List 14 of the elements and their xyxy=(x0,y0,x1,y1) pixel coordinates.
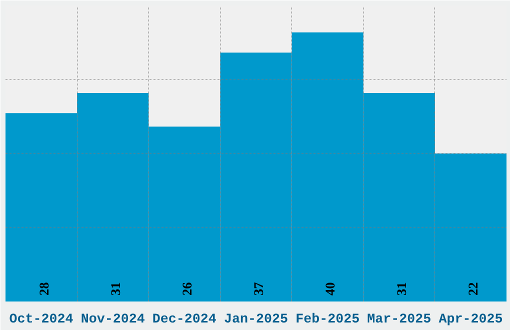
data-label: 22 xyxy=(466,282,481,296)
x-tick-label: Nov-2024 xyxy=(80,312,145,328)
data-label: 40 xyxy=(322,282,338,296)
data-label: 31 xyxy=(394,282,410,296)
data-label: 28 xyxy=(36,282,52,296)
x-tick-label: Feb-2025 xyxy=(296,312,360,328)
data-label: 37 xyxy=(251,282,266,296)
x-tick-label: Apr-2025 xyxy=(438,312,503,328)
x-tick-label: Mar-2025 xyxy=(367,312,432,328)
x-tick-label: Dec-2024 xyxy=(152,312,216,328)
data-label: 26 xyxy=(179,282,194,296)
data-label: 31 xyxy=(108,282,123,296)
x-tick-label: Oct-2024 xyxy=(9,312,74,328)
x-tick-label: Jan-2025 xyxy=(224,312,288,328)
